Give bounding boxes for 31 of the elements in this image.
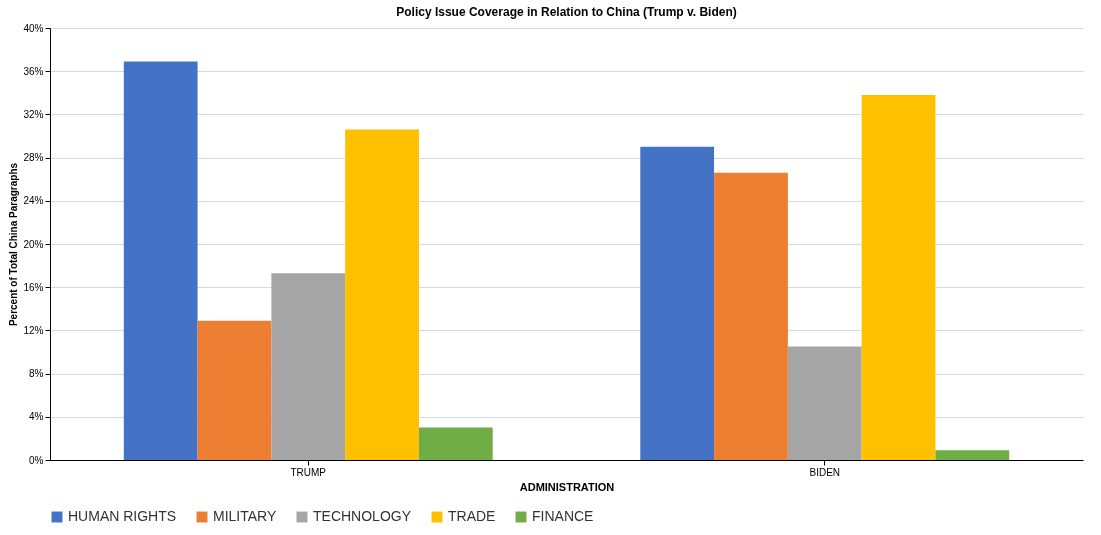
chart-title: Policy Issue Coverage in Relation to China (Trump v. Biden) <box>396 5 737 19</box>
x-tick-label: BIDEN <box>809 466 841 478</box>
bar <box>787 346 862 460</box>
bar <box>271 273 346 460</box>
legend-label: TECHNOLOGY <box>313 508 412 524</box>
y-axis-title: Percent of Total China Paragraphs <box>8 162 20 327</box>
bar <box>714 172 788 460</box>
y-tick-label: 36% <box>23 65 44 77</box>
bar <box>123 61 198 460</box>
bar <box>640 146 715 460</box>
x-axis-title: ADMINISTRATION <box>519 480 615 493</box>
bar <box>418 427 493 460</box>
y-tick-label: 32% <box>23 108 44 120</box>
y-tick-label: 4% <box>29 411 44 423</box>
y-tick-label: 40% <box>23 22 44 34</box>
y-tick-label: 8% <box>29 368 44 380</box>
bar <box>861 94 936 460</box>
legend-label: FINANCE <box>532 508 594 524</box>
y-tick-label: 24% <box>23 195 44 207</box>
legend-label: MILITARY <box>213 508 277 524</box>
legend-label: TRADE <box>448 508 496 524</box>
y-tick-label: 28% <box>23 152 44 164</box>
y-tick-label: 12% <box>23 324 44 336</box>
legend-label: HUMAN RIGHTS <box>68 508 177 524</box>
y-tick-label: 20% <box>23 238 44 250</box>
bar <box>345 129 419 460</box>
y-tick-label: 0% <box>29 454 44 466</box>
y-tick-label: 16% <box>23 281 44 293</box>
bar <box>197 320 272 460</box>
bar <box>935 450 1010 460</box>
x-tick-label: TRUMP <box>290 466 327 478</box>
